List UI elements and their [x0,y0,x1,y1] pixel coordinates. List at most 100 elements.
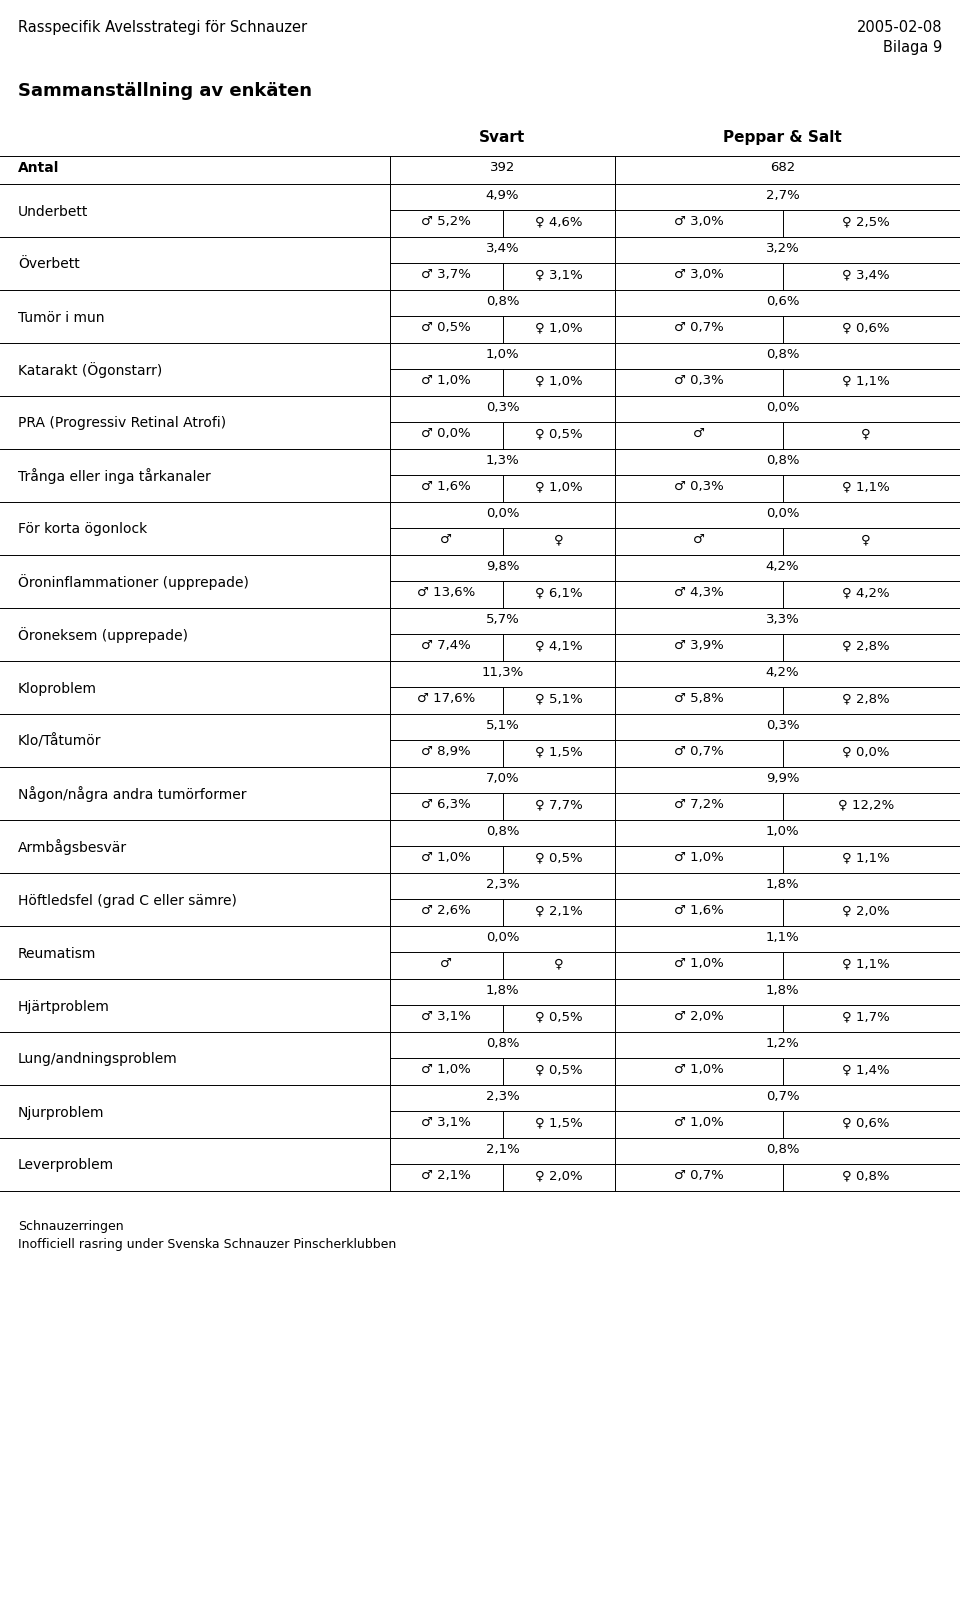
Text: Öroninflammationer (upprepade): Öroninflammationer (upprepade) [18,575,249,591]
Text: ♂ 7,2%: ♂ 7,2% [674,797,724,810]
Text: 0,8%: 0,8% [486,295,519,308]
Text: ♂ 13,6%: ♂ 13,6% [418,586,475,599]
Text: ♂ 1,6%: ♂ 1,6% [421,480,471,493]
Text: ♀: ♀ [554,532,564,545]
Text: 2005-02-08: 2005-02-08 [856,19,942,36]
Text: 5,7%: 5,7% [486,612,519,625]
Text: ♀ 4,6%: ♀ 4,6% [535,214,583,227]
Text: 5,1%: 5,1% [486,719,519,732]
Text: Överbett: Överbett [18,258,80,271]
Text: ♂ 3,9%: ♂ 3,9% [674,638,724,651]
Text: ♀ 1,1%: ♀ 1,1% [842,480,890,493]
Text: 3,2%: 3,2% [766,242,800,255]
Text: ♀ 4,2%: ♀ 4,2% [843,586,890,599]
Text: ♂ 3,0%: ♂ 3,0% [674,214,724,227]
Text: ♀ 5,1%: ♀ 5,1% [535,691,583,704]
Text: 4,2%: 4,2% [766,665,800,678]
Text: Svart: Svart [479,130,526,144]
Text: ♂ 2,1%: ♂ 2,1% [421,1169,471,1182]
Text: ♀ 1,4%: ♀ 1,4% [843,1063,890,1076]
Text: 0,8%: 0,8% [766,347,800,360]
Text: ♂ 1,0%: ♂ 1,0% [421,1063,471,1076]
Text: Trånga eller inga tårkanaler: Trånga eller inga tårkanaler [18,467,211,484]
Text: 2,3%: 2,3% [486,878,519,891]
Text: Kloproblem: Kloproblem [18,682,97,695]
Text: ♀ 2,0%: ♀ 2,0% [843,904,890,917]
Text: 3,3%: 3,3% [766,612,800,625]
Text: ♀ 0,5%: ♀ 0,5% [535,427,583,440]
Text: 1,0%: 1,0% [766,824,800,837]
Text: 0,8%: 0,8% [766,1143,800,1156]
Text: ♀: ♀ [861,532,871,545]
Text: Tumör i mun: Tumör i mun [18,310,105,325]
Text: ♂ 1,0%: ♂ 1,0% [674,956,724,969]
Text: ♀ 1,0%: ♀ 1,0% [535,480,583,493]
Text: Underbett: Underbett [18,204,88,219]
Text: ♂ 2,0%: ♂ 2,0% [674,1010,724,1022]
Text: ♀ 1,5%: ♀ 1,5% [535,1115,583,1128]
Text: ♂ 3,1%: ♂ 3,1% [421,1010,471,1022]
Text: ♀ 1,5%: ♀ 1,5% [535,745,583,758]
Text: ♂ 3,7%: ♂ 3,7% [421,268,471,281]
Text: ♀ 2,0%: ♀ 2,0% [535,1169,583,1182]
Text: ♂ 1,0%: ♂ 1,0% [674,1063,724,1076]
Text: ♀ 7,7%: ♀ 7,7% [535,797,583,810]
Text: 1,8%: 1,8% [766,984,800,997]
Text: ♀ 0,5%: ♀ 0,5% [535,1010,583,1022]
Text: ♀ 4,1%: ♀ 4,1% [535,638,583,651]
Text: ♂: ♂ [693,427,705,440]
Text: ♀ 1,1%: ♀ 1,1% [842,373,890,386]
Text: Öroneksem (upprepade): Öroneksem (upprepade) [18,626,188,643]
Text: ♂ 0,7%: ♂ 0,7% [674,745,724,758]
Text: För korta ögonlock: För korta ögonlock [18,523,147,536]
Text: ♂ 6,3%: ♂ 6,3% [421,797,471,810]
Text: Schnauzerringen: Schnauzerringen [18,1219,124,1232]
Text: ♂ 0,7%: ♂ 0,7% [674,1169,724,1182]
Text: ♀: ♀ [554,956,564,969]
Text: PRA (Progressiv Retinal Atrofi): PRA (Progressiv Retinal Atrofi) [18,415,227,430]
Text: Njurproblem: Njurproblem [18,1105,105,1118]
Text: ♀ 0,6%: ♀ 0,6% [843,321,890,334]
Text: 682: 682 [770,161,795,174]
Text: Hjärtproblem: Hjärtproblem [18,998,109,1013]
Text: ♂ 1,0%: ♂ 1,0% [674,1115,724,1128]
Text: ♀ 1,0%: ♀ 1,0% [535,373,583,386]
Text: ♀ 2,5%: ♀ 2,5% [842,214,890,227]
Text: ♂ 3,1%: ♂ 3,1% [421,1115,471,1128]
Text: 9,9%: 9,9% [766,771,800,784]
Text: 7,0%: 7,0% [486,771,519,784]
Text: Höftledsfel (grad C eller sämre): Höftledsfel (grad C eller sämre) [18,893,237,907]
Text: Katarakt (Ögonstarr): Katarakt (Ögonstarr) [18,362,162,378]
Text: ♀ 3,1%: ♀ 3,1% [535,268,583,281]
Text: ♀ 0,5%: ♀ 0,5% [535,1063,583,1076]
Text: ♂ 0,0%: ♂ 0,0% [421,427,471,440]
Text: 0,8%: 0,8% [486,1037,519,1050]
Text: ♀ 12,2%: ♀ 12,2% [838,797,895,810]
Text: 0,7%: 0,7% [766,1089,800,1102]
Text: ♀ 0,6%: ♀ 0,6% [843,1115,890,1128]
Text: ♂ 2,6%: ♂ 2,6% [421,904,471,917]
Text: 3,4%: 3,4% [486,242,519,255]
Text: 1,8%: 1,8% [486,984,519,997]
Text: ♀ 1,1%: ♀ 1,1% [842,956,890,969]
Text: ♀ 2,8%: ♀ 2,8% [843,638,890,651]
Text: ♂ 0,5%: ♂ 0,5% [421,321,471,334]
Text: 2,7%: 2,7% [766,188,800,201]
Text: ♂ 0,3%: ♂ 0,3% [674,480,724,493]
Text: ♀ 0,0%: ♀ 0,0% [843,745,890,758]
Text: 1,0%: 1,0% [486,347,519,360]
Text: Antal: Antal [18,161,60,175]
Text: ♂ 8,9%: ♂ 8,9% [421,745,471,758]
Text: 1,2%: 1,2% [766,1037,800,1050]
Text: 2,1%: 2,1% [486,1143,519,1156]
Text: ♀ 2,8%: ♀ 2,8% [843,691,890,704]
Text: 4,9%: 4,9% [486,188,519,201]
Text: 0,0%: 0,0% [486,930,519,943]
Text: Reumatism: Reumatism [18,946,96,959]
Text: ♂ 4,3%: ♂ 4,3% [674,586,724,599]
Text: ♂: ♂ [441,532,452,545]
Text: Armbågsbesvär: Armbågsbesvär [18,839,127,855]
Text: ♂ 7,4%: ♂ 7,4% [421,638,471,651]
Text: 1,1%: 1,1% [766,930,800,943]
Text: 1,3%: 1,3% [486,454,519,467]
